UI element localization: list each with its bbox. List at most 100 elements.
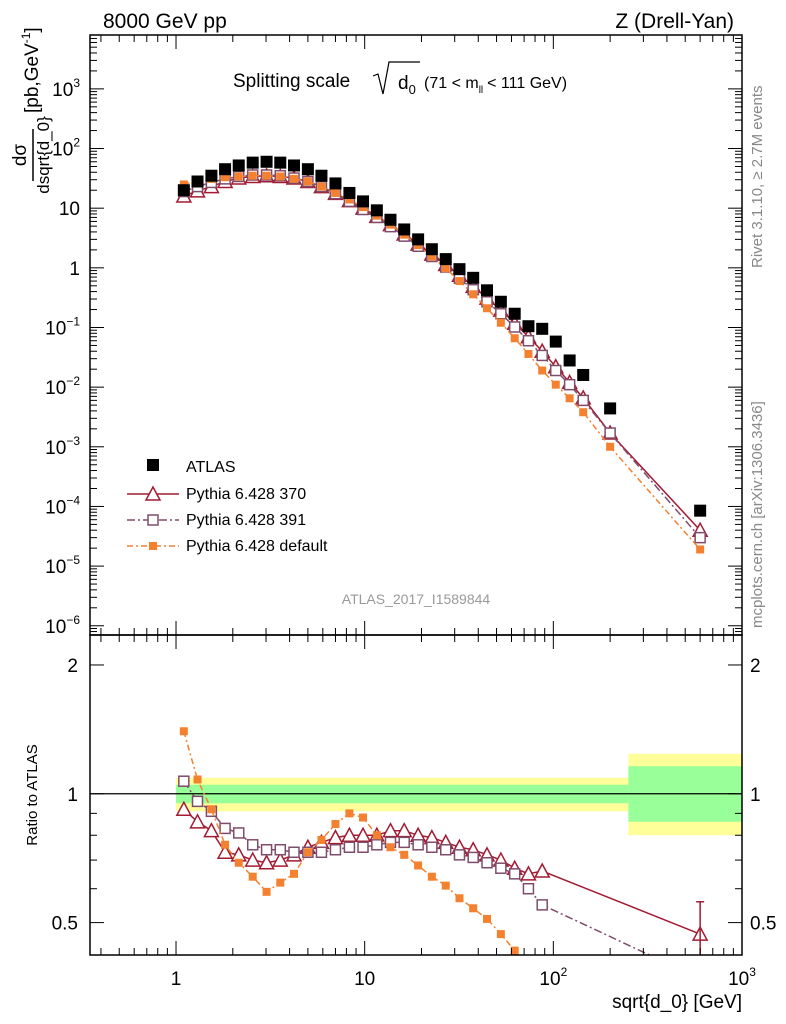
main-y-tick-label-sup-8: 2 <box>73 136 80 150</box>
atlas-point-25 <box>522 320 535 333</box>
mc-default-point-21 <box>469 290 478 299</box>
legend-entry-370: Pythia 6.428 370 <box>127 485 306 503</box>
main-plot-area <box>175 155 709 554</box>
ratio-default-point-3 <box>221 840 230 849</box>
mc-default-point-28 <box>565 394 574 403</box>
main-y-tick-label-7: 10 <box>59 199 80 220</box>
mc-default-point-20 <box>455 277 464 286</box>
ratio-default-point-0 <box>179 727 188 736</box>
mc-default-point-5 <box>248 171 257 180</box>
title-range: (71 < m <box>424 75 479 92</box>
header-right-title: Z (Drell-Yan) <box>615 10 734 33</box>
main-y-tick-label-sup-5: −1 <box>66 314 80 328</box>
svg-text:(71 < mll< 111 GeV): (71 < mll < 111 GeV) <box>424 75 567 96</box>
ratio-y-tick-label-right-0: 0.5 <box>750 914 776 935</box>
ratio-391-point-14 <box>371 839 383 851</box>
atlas-point-26 <box>536 322 549 335</box>
main-y-tick-label-sup-3: −3 <box>66 434 80 448</box>
mc-391-point-30 <box>604 427 616 439</box>
main-y-tick-label-base-9: 10 <box>52 80 73 101</box>
mc-default-point-12 <box>345 195 354 204</box>
ratio-370-point-25 <box>520 865 537 881</box>
legend-label-atlas: ATLAS <box>186 459 236 476</box>
ratio-391-point-20 <box>453 849 466 861</box>
mcplots-label: mcplots.cern.ch [arXiv:1306.3436] <box>749 401 766 628</box>
x-tick-label-1: 10 <box>354 969 375 990</box>
ratio-370-line <box>183 808 701 935</box>
ratio-391-point-11 <box>329 843 342 856</box>
svg-text:Splitting scale: Splitting scale <box>233 71 350 92</box>
mc-default-point-18 <box>427 252 436 261</box>
x-tick-label-3: 103 <box>728 965 756 990</box>
main-y-tick-label-sup-1: −5 <box>66 553 80 567</box>
atlas-point-21 <box>467 271 480 284</box>
ratio-plot-area <box>90 727 742 955</box>
main-y-tick-label-1: 10−5 <box>45 553 80 578</box>
mc-391-point-23 <box>495 307 507 320</box>
x-axis-title: sqrt{d_0} [GeV] <box>612 992 742 1013</box>
ratio-default-point-19 <box>441 881 450 890</box>
mc-default-point-22 <box>482 304 491 313</box>
ratio-391-point-21 <box>467 851 479 864</box>
atlas-point-11 <box>329 177 342 190</box>
legend-entry-default: Pythia 6.428 default <box>127 538 328 555</box>
ratio-default-point-14 <box>372 831 381 840</box>
ratio-391-point-10 <box>315 846 328 859</box>
ratio-391-line <box>183 780 652 955</box>
atlas-point-24 <box>508 307 521 320</box>
mc-391-point-31 <box>694 531 706 544</box>
mc-391-point-27 <box>550 364 562 377</box>
atlas-point-29 <box>577 368 590 381</box>
x-tick-label-sup-2: 2 <box>561 965 568 979</box>
mc-default-point-19 <box>441 264 450 273</box>
ratio-default-point-24 <box>510 946 519 955</box>
mc-default-point-8 <box>289 174 298 183</box>
atlas-point-27 <box>549 335 562 348</box>
ratio-default-point-23 <box>496 930 505 939</box>
ratio-391-point-19 <box>440 843 452 856</box>
ratio-frame <box>89 634 743 956</box>
ratio-391-point-3 <box>219 822 231 835</box>
ratio-default-point-8 <box>289 869 298 878</box>
ratio-370-point-3 <box>216 843 234 860</box>
ratio-391-point-25 <box>522 882 535 895</box>
atlas-point-13 <box>357 195 370 208</box>
legend: ATLAS Pythia 6.428 370 Pythia 6.428 391 … <box>127 459 328 555</box>
rivet-label: Rivet 3.1.10, ≥ 2.7M events <box>749 86 766 269</box>
ratio-391-point-4 <box>232 827 245 839</box>
atlas-point-5 <box>246 156 259 169</box>
main-y-tick-label-sup-2: −4 <box>66 493 80 507</box>
ratio-391-point-13 <box>357 841 369 853</box>
ratio-y-tick-label-right-1: 1 <box>750 785 761 806</box>
ratio-391-point-24 <box>508 868 521 880</box>
ratio-391-point-7 <box>274 843 287 856</box>
legend-label-391: Pythia 6.428 391 <box>186 512 306 529</box>
x-tick-label-base-3: 10 <box>728 969 749 990</box>
main-y-tick-label-base-8: 10 <box>52 140 73 161</box>
x-tick-label-2: 102 <box>539 965 567 990</box>
ratio-default-point-4 <box>234 858 243 867</box>
main-y-tick-label-base-2: 10 <box>45 497 66 518</box>
mc-default-point-24 <box>510 334 519 343</box>
ratio-370-point-0 <box>175 800 193 817</box>
atlas-point-9 <box>301 163 314 176</box>
ratio-391-point-8 <box>288 846 300 859</box>
atlas-point-30 <box>604 402 617 415</box>
ratio-y-tick-label-right-2: 2 <box>750 656 761 677</box>
legend-label-default: Pythia 6.428 default <box>186 538 328 555</box>
ratio-default-point-16 <box>400 850 409 859</box>
atlas-point-4 <box>232 159 245 172</box>
main-y-tick-label-4: 10−2 <box>45 374 80 399</box>
atlas-point-3 <box>219 163 232 176</box>
analysis-id: ATLAS_2017_I1589844 <box>342 591 491 607</box>
ratio-370-point-2 <box>203 822 220 838</box>
main-y-tick-label-base-4: 10 <box>45 378 66 399</box>
ratio-default-point-1 <box>193 775 202 784</box>
ratio-391-point-6 <box>260 843 273 856</box>
main-y-tick-label-sup-0: −6 <box>66 613 80 627</box>
main-y-tick-label-0: 10−6 <box>45 613 80 638</box>
